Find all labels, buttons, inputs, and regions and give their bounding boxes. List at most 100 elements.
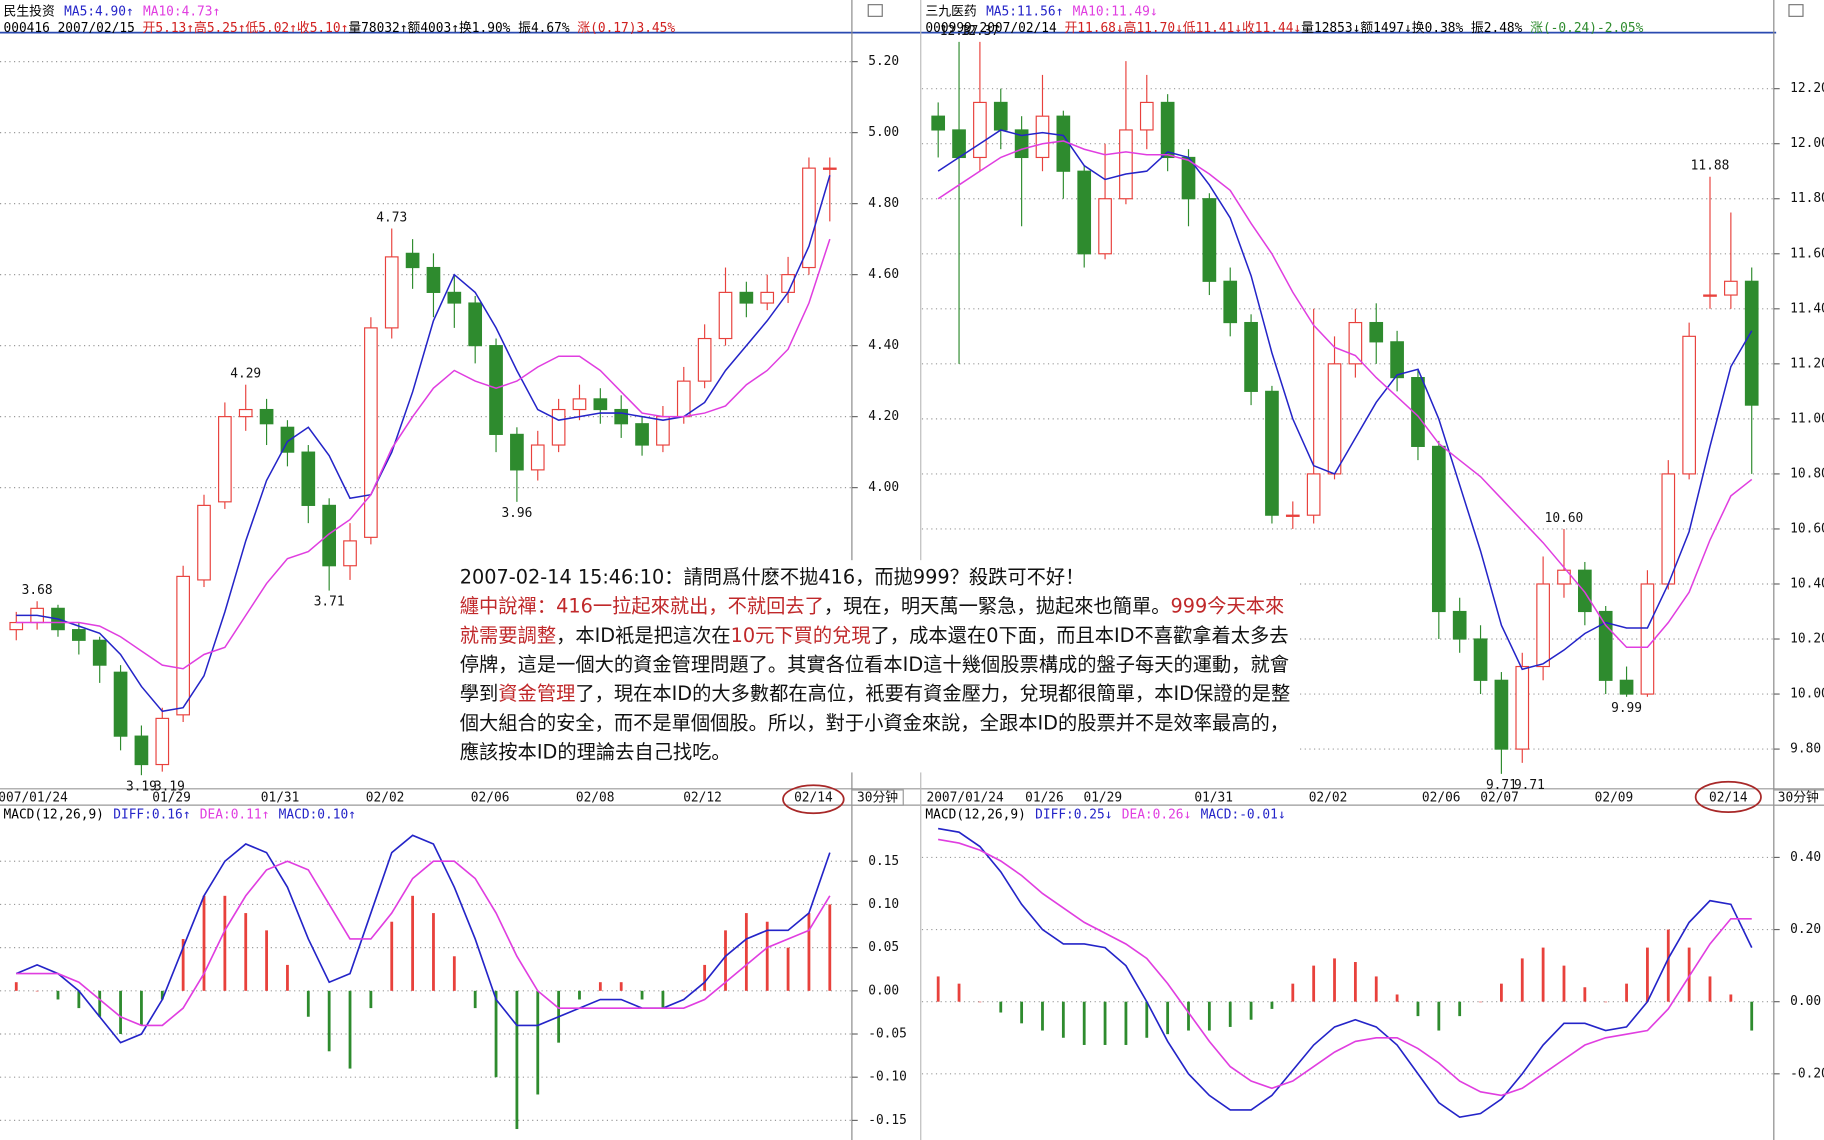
- macd-bar: [1708, 976, 1712, 1002]
- highlight-circle: [1694, 780, 1762, 813]
- info-segment: 量12853↓额1497↓换0.38% 振2.48%: [1301, 21, 1530, 36]
- ma-line: [937, 140, 1753, 649]
- macd-bar: [703, 964, 707, 991]
- candle-body: [72, 629, 86, 641]
- note: 2007-02-14 15:46:10：請問爲什麽不拋416，而拋999？殺跌可…: [455, 560, 1298, 773]
- x-tick-label: 01/29: [1083, 791, 1122, 806]
- macd-bar: [1666, 929, 1670, 1002]
- macd-bar: [223, 895, 227, 991]
- y-tick-label: 12.00: [1790, 136, 1824, 151]
- macd-bar: [978, 1001, 982, 1003]
- macd-bar: [140, 990, 143, 1026]
- macd-line: [938, 838, 1752, 1097]
- macd-bar: [348, 990, 352, 1069]
- y-tick-label: -0.10: [868, 1070, 907, 1085]
- candle-body: [343, 540, 357, 567]
- info-segment: 开11.68↓高11.70↓低11.41↓收11.44↓: [1064, 20, 1301, 36]
- macd-bar: [160, 990, 164, 1000]
- candle-body: [197, 504, 211, 581]
- macd-bar: [411, 895, 415, 991]
- info-segment: 000999 2007/02/14: [925, 21, 1064, 36]
- period-label: 30分钟: [1778, 790, 1819, 806]
- macd-bar: [14, 982, 18, 991]
- macd-bar: [1479, 1001, 1482, 1003]
- macd-bar: [1082, 1001, 1086, 1045]
- candle-body: [1390, 341, 1404, 379]
- macd-line: [938, 827, 1753, 1118]
- y-tick-label: 4.00: [868, 480, 899, 495]
- y-tick-label: 11.40: [1790, 301, 1824, 316]
- panel-header: MACD(12,26,9) DIFF:0.16↑ DEA:0.11↑ MACD:0.1…: [4, 807, 356, 822]
- y-tick-label: 5.00: [868, 125, 899, 140]
- macd-bar: [936, 976, 940, 1002]
- macd-bar: [1500, 983, 1503, 1002]
- candle-body: [1703, 294, 1717, 297]
- macd-bar: [1166, 1001, 1170, 1035]
- panel-title: MACD(12,26,9): [4, 807, 104, 822]
- candle-body: [364, 327, 378, 538]
- candle-body: [1369, 321, 1384, 343]
- highlight-circle: [782, 784, 845, 815]
- candle-body: [384, 256, 399, 329]
- note-segment: 了，成本還在0下面，而且本ID不喜歡拿着太多去停牌，這是一個大的資金管理問題了。…: [459, 624, 1290, 705]
- macd-bar: [1020, 1001, 1024, 1024]
- macd-bar: [682, 990, 686, 992]
- candle-body: [1557, 569, 1571, 585]
- y-tick-label: 0.40: [1790, 850, 1821, 865]
- y-tick-label: 11.80: [1790, 191, 1824, 206]
- candle-body: [1306, 473, 1321, 516]
- candle-body: [1244, 321, 1258, 392]
- candle-body: [1223, 280, 1238, 324]
- candle-body: [718, 291, 733, 340]
- ma-line: [937, 129, 1753, 671]
- candle-body: [1056, 115, 1071, 172]
- note-segment: ，本ID衹是把這次在: [556, 624, 731, 647]
- price-label: 11.88: [1691, 159, 1730, 174]
- candle-body: [322, 504, 337, 567]
- candle-body: [447, 291, 462, 304]
- macd-bar: [1312, 965, 1316, 1002]
- legend-entry: DIFF:0.16↑: [113, 807, 190, 822]
- x-tick-label: 2007/01/24: [926, 791, 1004, 806]
- price-label: 10.60: [1545, 511, 1584, 526]
- x-tick-label: 02/08: [576, 791, 615, 806]
- candle-body: [593, 398, 608, 411]
- info-segment: 涨(0.17)3.45%: [577, 21, 675, 36]
- candle-body: [676, 380, 691, 418]
- candle-body: [1744, 280, 1759, 406]
- candle-body: [1682, 335, 1696, 475]
- candle-body: [1640, 583, 1655, 695]
- macd-bar: [1291, 983, 1295, 1002]
- macd-bar: [1061, 1001, 1065, 1038]
- macd-bar: [306, 990, 310, 1017]
- candle-body: [993, 101, 1008, 131]
- note-segment: 資金管理: [498, 682, 576, 705]
- candle-body: [301, 451, 316, 506]
- candle-body: [1577, 569, 1592, 613]
- panel-icon: [1788, 4, 1804, 17]
- panel-header: MACD(12,26,9) DIFF:0.25↓ DEA:0.26↓ MACD:-0.…: [925, 807, 1285, 822]
- y-tick-label: 9.80: [1790, 742, 1821, 757]
- macd-bar: [1541, 947, 1545, 1002]
- macd-bar: [724, 930, 727, 991]
- note-segment: 999今天本來就需要調整: [459, 595, 1285, 647]
- macd-bar: [1687, 947, 1691, 1002]
- candle-body: [952, 129, 966, 159]
- macd-bar: [1187, 1001, 1190, 1031]
- candle-body: [1202, 198, 1217, 282]
- macd-bar: [432, 913, 435, 991]
- info-line: 000416 2007/02/15 开5.13↑高5.25↑低5.02↑收5.1…: [4, 20, 676, 36]
- candle-body: [1285, 514, 1300, 517]
- y-tick-label: 4.20: [868, 409, 899, 424]
- y-tick-label: -0.15: [868, 1113, 907, 1128]
- macd-bar: [578, 990, 581, 1000]
- macd-bar: [619, 982, 623, 991]
- note-segment: ，現在，明天萬一緊急，拋起來也簡單。: [823, 595, 1171, 618]
- y-tick-label: -0.05: [868, 1027, 907, 1042]
- x-tick-label: 2007/01/24: [0, 791, 68, 806]
- info-segment: 开5.13↑高5.25↑低5.02↑收5.10↑: [143, 20, 349, 36]
- legend-entry: MA5:4.90↑: [64, 4, 134, 19]
- candle-body: [1661, 473, 1676, 585]
- y-tick-label: 4.80: [868, 196, 899, 211]
- info-line: 000999 2007/02/14 开11.68↓高11.70↓低11.41↓收…: [925, 20, 1643, 36]
